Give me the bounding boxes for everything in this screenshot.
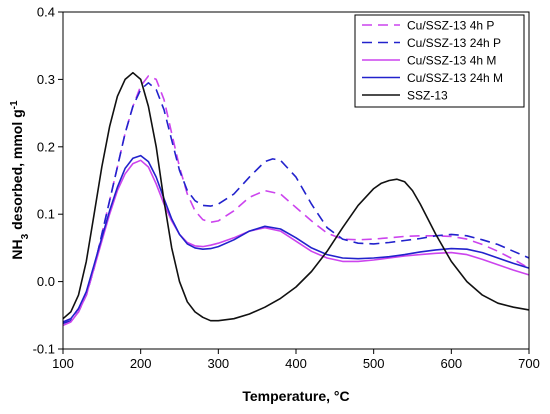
x-tick-label: 400 <box>285 356 307 371</box>
series-layer <box>62 71 530 327</box>
y-axis-title: NH3 desorbed, mmol g-1 <box>9 100 31 260</box>
legend-label: Cu/SSZ-13 4h P <box>407 19 494 33</box>
x-tick-label: 200 <box>130 356 152 371</box>
y-tick-label: 0.3 <box>37 72 55 87</box>
x-tick-label: 100 <box>52 356 74 371</box>
legend-box <box>354 14 525 108</box>
x-tick-label: 700 <box>518 356 540 371</box>
y-tick-label: 0.1 <box>37 207 55 222</box>
legend-label: Cu/SSZ-13 24h P <box>407 36 501 50</box>
y-tick-label: 0.4 <box>37 5 55 20</box>
series-line-5 <box>62 71 530 322</box>
y-axis-title-rest: desorbed, mmol g <box>9 109 25 233</box>
x-tick-label: 600 <box>440 356 462 371</box>
y-axis-title-sub: 3 <box>20 233 31 239</box>
x-tick-label: 300 <box>207 356 229 371</box>
y-tick-label: 0.2 <box>37 139 55 154</box>
legend-label: Cu/SSZ-13 4h M <box>407 54 496 68</box>
legend-label: SSZ-13 <box>407 89 448 103</box>
y-tick-label: 0.0 <box>37 274 55 289</box>
x-tick-label: 500 <box>363 356 385 371</box>
legend-label: Cu/SSZ-13 24h M <box>407 71 503 85</box>
legend-entries: Cu/SSZ-13 4h P Cu/SSZ-13 24h P Cu/SSZ-13 4… <box>362 19 503 103</box>
series-line-3 <box>62 159 530 327</box>
series-line-1 <box>62 75 530 323</box>
series-line-4 <box>62 154 530 323</box>
y-tick-label: -0.1 <box>33 342 55 357</box>
x-axis-title: Temperature, °C <box>242 388 349 404</box>
ticks-layer: 100 200 300 400 500 600 700 -0.1 0.0 0.1 0.2 0.3 0.4 <box>33 5 540 372</box>
legend: Cu/SSZ-13 4h P Cu/SSZ-13 24h P Cu/SSZ-13 4… <box>354 14 525 108</box>
series-line-2 <box>62 82 530 325</box>
y-axis-title-main: NH <box>9 239 25 259</box>
y-axis-title-sup: -1 <box>9 100 20 109</box>
